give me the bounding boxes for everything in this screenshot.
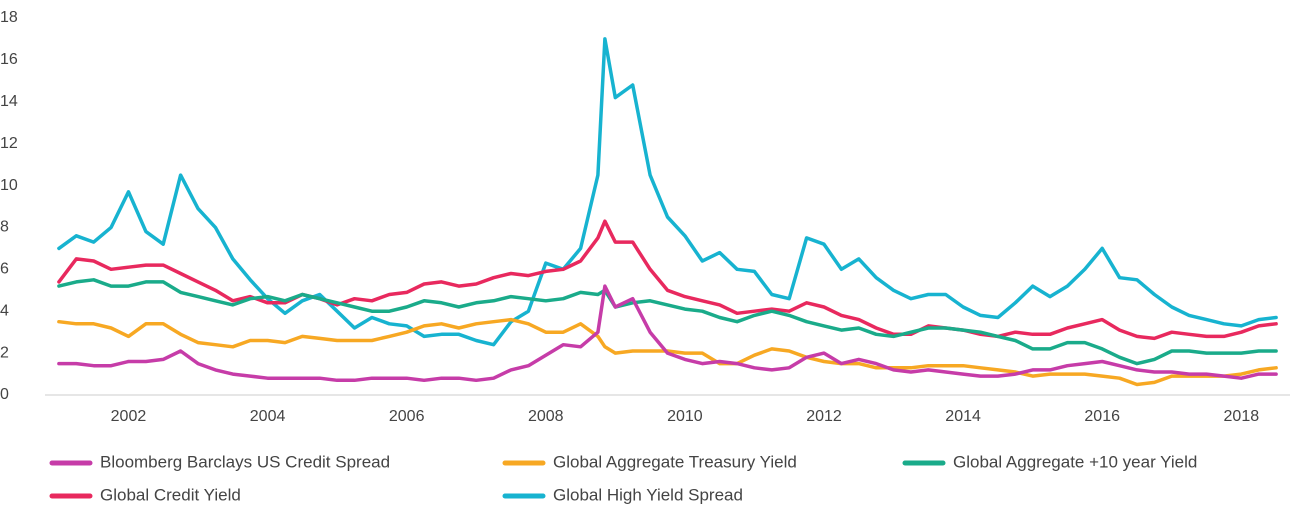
series-line (57, 278, 1278, 366)
y-tick-label: 0 (0, 386, 9, 403)
legend-label: Global Credit Yield (100, 485, 241, 504)
legend-label: Global Aggregate Treasury Yield (553, 452, 797, 471)
y-tick-label: 18 (0, 9, 18, 26)
x-tick-label: 2004 (250, 408, 286, 425)
x-tick-label: 2012 (806, 408, 842, 425)
y-tick-label: 2 (0, 344, 9, 361)
y-tick-label: 12 (0, 135, 18, 152)
y-tick-label: 10 (0, 177, 18, 194)
y-tick-label: 16 (0, 51, 18, 68)
y-tick-label: 14 (0, 93, 18, 110)
x-tick-label: 2010 (667, 408, 703, 425)
legend-label: Bloomberg Barclays US Credit Spread (100, 452, 390, 471)
series-line (57, 219, 1278, 341)
x-tick-label: 2006 (389, 408, 425, 425)
legend-label: Global High Yield Spread (553, 485, 743, 504)
x-tick-label: 2002 (111, 408, 147, 425)
x-tick-label: 2014 (945, 408, 981, 425)
series-line (57, 317, 1278, 387)
x-tick-label: 2018 (1224, 408, 1260, 425)
y-tick-label: 8 (0, 219, 9, 236)
series-line (57, 284, 1278, 383)
x-tick-label: 2016 (1084, 408, 1120, 425)
y-tick-label: 4 (0, 302, 9, 319)
y-tick-label: 6 (0, 261, 9, 278)
x-tick-label: 2008 (528, 408, 564, 425)
legend-label: Global Aggregate +10 year Yield (953, 452, 1197, 471)
